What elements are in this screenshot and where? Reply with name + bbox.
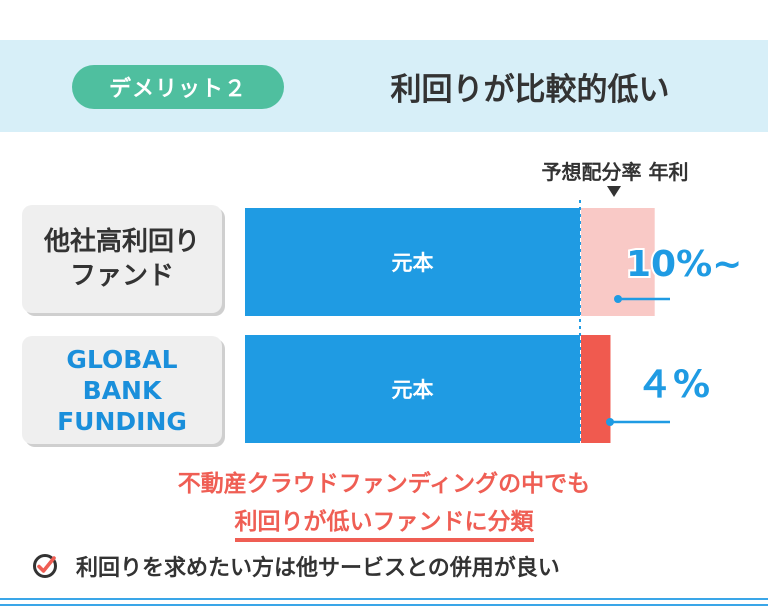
yield-bar <box>581 335 611 443</box>
category-card-other-funds: 他社高利回り ファンド <box>22 205 222 313</box>
bottom-rule-1 <box>0 598 768 600</box>
subtitle-line-2-wrap: 利回りが低いファンドに分類 <box>0 502 768 542</box>
subtitle-line-2: 利回りが低いファンドに分類 <box>234 502 534 542</box>
category-label-gbf: GLOBAL BANK FUNDING <box>57 344 187 436</box>
down-arrow-icon <box>607 186 621 197</box>
bottom-rule-2 <box>0 604 768 606</box>
rate-label: ４% <box>636 363 710 406</box>
check-circle-icon <box>33 554 57 578</box>
rate-header: 予想配分率 年利 <box>541 160 689 184</box>
principal-bar <box>245 208 580 316</box>
category-card-gbf: GLOBAL BANK FUNDING <box>22 336 222 444</box>
demerit-badge: デメリット２ <box>72 65 284 109</box>
subtitle-line-1: 不動産クラウドファンディングの中でも <box>177 471 591 497</box>
principal-bar <box>245 335 580 443</box>
rate-label: 10%~ <box>626 244 742 285</box>
principal-label: 元本 <box>392 378 434 402</box>
category-label-other-funds: 他社高利回り ファンド <box>43 227 200 291</box>
principal-label: 元本 <box>392 251 434 275</box>
note-text: 利回りを求めたい方は他サービスとの併用が良い <box>76 556 560 581</box>
page-title: 利回りが比較的低い <box>390 71 670 108</box>
